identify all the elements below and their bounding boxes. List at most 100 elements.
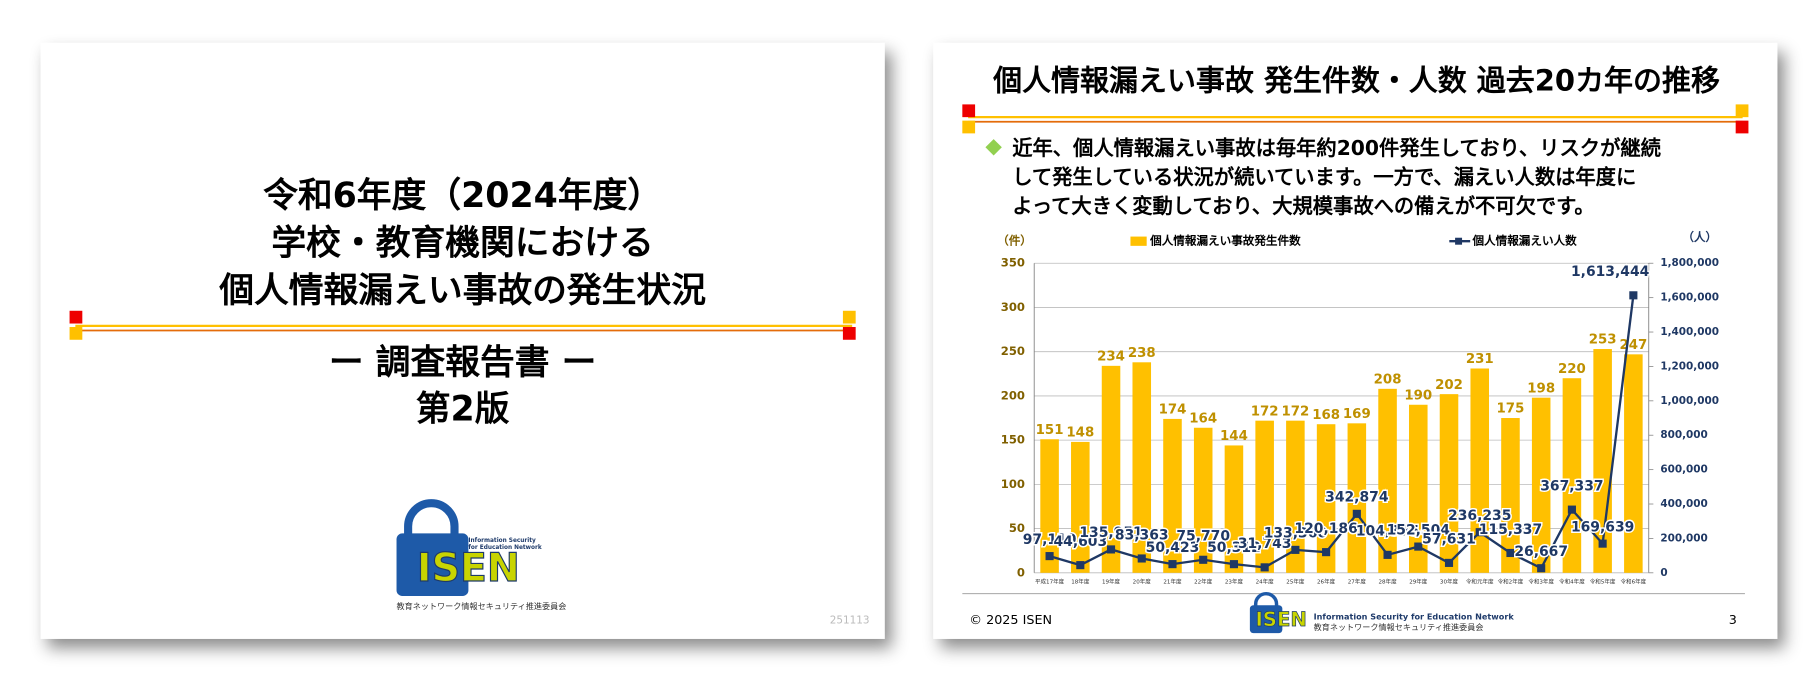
y2-tick-label: 1,600,000 <box>1660 292 1719 304</box>
bullet-text: して発生している状況が続いています。一方で、漏えい人数は年度に <box>1012 165 1636 189</box>
y2-tick-label: 800,000 <box>1660 429 1707 441</box>
footer-logo: ISEN Information Security for Education … <box>1249 592 1514 634</box>
x-tick-label: 22年度 <box>1194 578 1213 586</box>
logo-tagline: Information Security <box>468 538 536 544</box>
bar-label: 168 <box>1312 408 1340 423</box>
line-point <box>1567 505 1576 514</box>
line <box>1049 295 1635 570</box>
line-point <box>1291 545 1300 554</box>
line-label: 169,639 <box>1571 519 1634 535</box>
bar <box>1347 423 1367 573</box>
legend-swatch <box>1455 237 1463 245</box>
x-tick-label: 令和2年度 <box>1498 578 1524 586</box>
bar-label: 164 <box>1189 411 1217 426</box>
line-point <box>1383 550 1392 559</box>
y2-axis-label: （人） <box>1682 230 1717 244</box>
x-tick-label: 27年度 <box>1348 578 1367 586</box>
bullet-icon <box>985 139 1002 156</box>
line-label: 342,874 <box>1325 490 1389 506</box>
line-point <box>1137 554 1146 563</box>
bar-label: 172 <box>1251 404 1279 419</box>
y2-tick-label: 1,800,000 <box>1660 257 1719 269</box>
logo-name: ISEN <box>417 545 520 591</box>
legend-label: 個人情報漏えい事故発生件数 <box>1149 234 1301 248</box>
bullet-text: よって大きく変動しており、大規模事故への備えが不可欠です。 <box>1012 194 1594 218</box>
bar <box>1224 445 1244 573</box>
bar <box>1040 439 1059 573</box>
line-point <box>1260 563 1269 572</box>
bar <box>1193 427 1213 573</box>
y-tick-label: 350 <box>1001 256 1025 270</box>
divider <box>69 104 1749 340</box>
page-number: 3 <box>1729 613 1737 628</box>
line-point <box>1444 558 1454 567</box>
line-label: 50,423 <box>1146 540 1200 556</box>
logo-name: ISEN <box>1255 608 1306 631</box>
y-tick-label: 0 <box>1017 565 1025 579</box>
line-label: 26,667 <box>1514 544 1568 560</box>
bullet-text: 近年、個人情報漏えい事故は毎年約200件発生しており、リスクが継続 <box>1012 136 1661 160</box>
bar-label: 220 <box>1558 362 1586 377</box>
bar-label: 234 <box>1097 350 1125 365</box>
x-tick-label: 29年度 <box>1409 578 1428 586</box>
line-label: 120,186 <box>1294 521 1357 537</box>
line-label: 133,360 <box>1264 526 1328 542</box>
x-tick-label: 18年度 <box>1071 578 1090 586</box>
line-point <box>1629 291 1638 300</box>
bar-label: 169 <box>1343 407 1371 422</box>
y-axis-label: （件） <box>997 234 1032 248</box>
cover-title: 令和6年度（2024年度） <box>263 176 662 216</box>
bar-label: 148 <box>1066 426 1094 441</box>
line-label: 57,631 <box>1422 532 1476 548</box>
line-point <box>1076 561 1085 570</box>
legend-swatch <box>1130 236 1147 246</box>
y2-tick-label: 0 <box>1660 567 1667 579</box>
x-tick-label: 28年度 <box>1378 578 1397 586</box>
line-point <box>1537 564 1546 573</box>
bar <box>1316 424 1336 573</box>
line-point <box>1506 548 1515 558</box>
line-label: 75,770 <box>1176 529 1230 545</box>
y-tick-label: 100 <box>1001 477 1025 491</box>
x-tick-label: 26年度 <box>1317 578 1336 586</box>
bar-label: 175 <box>1497 402 1525 417</box>
bar <box>1593 349 1612 573</box>
line-label: 367,337 <box>1540 478 1603 494</box>
cover-edition: 第2版 <box>416 389 510 429</box>
bar <box>1409 404 1428 573</box>
y2-tick-label: 200,000 <box>1660 532 1707 544</box>
logo-org: 教育ネットワーク情報セキュリティ推進委員会 <box>397 601 567 611</box>
line-label: 31,743 <box>1238 536 1292 552</box>
line-point <box>1322 548 1331 557</box>
y-tick-label: 150 <box>1001 433 1025 447</box>
bar <box>1255 420 1274 573</box>
bar <box>1439 394 1459 573</box>
y2-tick-label: 1,400,000 <box>1660 326 1719 338</box>
line-point <box>1414 542 1423 551</box>
bar <box>1470 368 1490 573</box>
x-tick-label: 令和5年度 <box>1590 578 1616 586</box>
line-point <box>1168 560 1177 569</box>
line-label: 83,363 <box>1115 527 1169 543</box>
doc-code: 251113 <box>830 614 870 626</box>
line-point <box>1199 555 1208 564</box>
x-tick-label: 令和6年度 <box>1621 578 1647 586</box>
bar <box>1071 441 1090 573</box>
x-tick-label: 21年度 <box>1163 578 1182 586</box>
logo-org: 教育ネットワーク情報セキュリティ推進委員会 <box>1314 622 1484 632</box>
cover-subtitle: ー 調査報告書 ー <box>329 343 597 383</box>
line-point <box>1352 509 1361 518</box>
slide-title: 個人情報漏えい事故 発生件数・人数 過去20カ年の推移 <box>992 63 1720 97</box>
line-label: 44,603 <box>1053 534 1107 550</box>
bar-label: 172 <box>1281 404 1309 419</box>
x-tick-label: 24年度 <box>1256 578 1275 586</box>
bar-label: 238 <box>1128 346 1156 361</box>
line-label: 135,951 <box>1079 525 1142 541</box>
bar-label: 174 <box>1159 403 1187 418</box>
bar <box>1531 397 1551 573</box>
x-tick-label: 令和4年度 <box>1559 578 1585 586</box>
line-label: 115,337 <box>1479 522 1542 538</box>
cover-title: 学校・教育機関における <box>271 223 653 264</box>
